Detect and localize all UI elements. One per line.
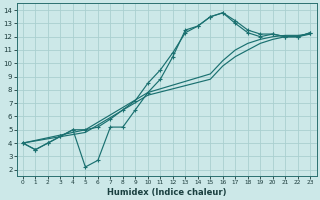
X-axis label: Humidex (Indice chaleur): Humidex (Indice chaleur) — [107, 188, 226, 197]
